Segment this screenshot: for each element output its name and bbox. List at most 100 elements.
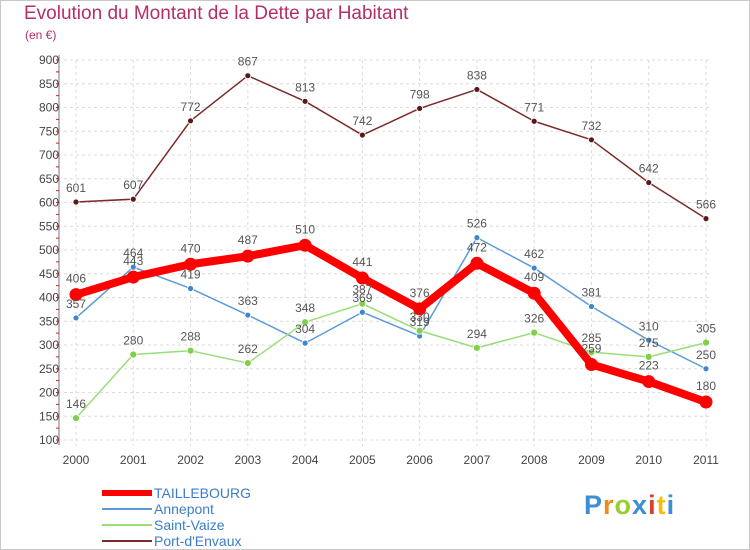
data-label: 472 bbox=[467, 240, 487, 254]
legend-swatch-saint-vaize bbox=[102, 524, 152, 526]
y-tick-label: 700 bbox=[39, 148, 59, 162]
data-label: 304 bbox=[295, 322, 315, 336]
legend-label-taillebourg: TAILLEBOURG bbox=[154, 485, 251, 501]
proxiti-logo: Proxiti bbox=[584, 490, 675, 521]
data-label: 771 bbox=[524, 100, 544, 114]
data-point bbox=[588, 303, 595, 310]
data-point bbox=[301, 318, 309, 327]
x-tick-label: 2005 bbox=[349, 453, 376, 467]
data-point bbox=[72, 198, 80, 206]
data-point bbox=[473, 343, 481, 352]
logo-letter: x bbox=[632, 490, 649, 520]
data-label: 357 bbox=[66, 297, 86, 311]
data-label: 326 bbox=[524, 312, 544, 326]
y-tick-label: 800 bbox=[39, 101, 59, 115]
x-tick-label: 2006 bbox=[406, 453, 433, 467]
data-label: 363 bbox=[238, 294, 258, 308]
logo-letter: r bbox=[603, 490, 615, 520]
data-label: 348 bbox=[295, 301, 315, 315]
x-tick-label: 2001 bbox=[120, 453, 147, 467]
data-point bbox=[72, 414, 80, 423]
data-label: 280 bbox=[123, 334, 143, 348]
data-label: 259 bbox=[581, 341, 601, 355]
data-point bbox=[588, 136, 595, 144]
data-point bbox=[301, 97, 309, 105]
data-point bbox=[72, 314, 80, 322]
data-label: 813 bbox=[295, 80, 315, 94]
x-tick-label: 2007 bbox=[464, 453, 491, 467]
legend-label-annepont: Annepont bbox=[154, 501, 214, 517]
data-point bbox=[301, 339, 309, 347]
data-point bbox=[702, 365, 710, 373]
chart-title: Evolution du Montant de la Dette par Hab… bbox=[24, 3, 409, 24]
data-label: 526 bbox=[467, 217, 487, 231]
data-label: 376 bbox=[410, 286, 430, 300]
data-point bbox=[129, 263, 137, 271]
data-point bbox=[530, 264, 538, 272]
data-point bbox=[644, 352, 653, 361]
series-port-d-envaux bbox=[72, 72, 710, 223]
data-point bbox=[186, 346, 195, 355]
data-point bbox=[241, 249, 255, 263]
data-label: 288 bbox=[181, 330, 201, 344]
data-label: 443 bbox=[123, 254, 143, 268]
data-label: 223 bbox=[639, 359, 659, 373]
data-label: 409 bbox=[524, 270, 544, 284]
data-label: 601 bbox=[66, 181, 86, 195]
data-point bbox=[187, 117, 194, 125]
data-point bbox=[473, 86, 481, 93]
data-point bbox=[645, 336, 653, 344]
series-annepont bbox=[72, 234, 710, 373]
data-point bbox=[358, 299, 367, 308]
series-saint-vaize bbox=[72, 299, 710, 423]
data-label: 464 bbox=[123, 246, 143, 260]
series-taillebourg bbox=[69, 238, 713, 409]
data-label: 798 bbox=[410, 87, 430, 101]
y-tick-label: 200 bbox=[39, 386, 59, 400]
legend-label-saint-vaize: Saint-Vaize bbox=[154, 517, 225, 533]
data-point bbox=[530, 117, 538, 125]
data-label: 441 bbox=[352, 255, 372, 269]
data-label: 607 bbox=[123, 178, 143, 192]
data-point bbox=[642, 375, 656, 389]
data-label: 369 bbox=[352, 291, 372, 305]
data-label: 462 bbox=[524, 247, 544, 261]
x-tick-label: 2011 bbox=[693, 453, 719, 467]
x-tick-label: 2004 bbox=[292, 453, 319, 467]
data-label: 330 bbox=[410, 310, 430, 324]
data-label: 566 bbox=[696, 198, 716, 212]
x-tick-label: 2008 bbox=[521, 453, 548, 467]
data-point bbox=[298, 238, 312, 252]
data-point bbox=[415, 326, 424, 335]
y-tick-label: 850 bbox=[39, 77, 59, 91]
data-point bbox=[243, 359, 252, 367]
logo-letter: o bbox=[614, 490, 633, 520]
data-point bbox=[244, 72, 252, 80]
series-line bbox=[75, 74, 707, 220]
data-point bbox=[645, 179, 653, 186]
x-tick-label: 2002 bbox=[177, 453, 204, 467]
x-tick-label: 2003 bbox=[234, 453, 261, 467]
data-point bbox=[587, 348, 596, 357]
data-point bbox=[358, 131, 366, 139]
data-point bbox=[355, 271, 369, 285]
data-point bbox=[473, 234, 481, 242]
data-point bbox=[126, 270, 140, 284]
data-label: 180 bbox=[696, 379, 716, 393]
data-label: 487 bbox=[238, 233, 258, 247]
data-label: 381 bbox=[581, 286, 601, 300]
data-point bbox=[530, 328, 539, 337]
x-tick-label: 2009 bbox=[578, 453, 605, 467]
data-point bbox=[527, 286, 541, 300]
y-tick-label: 750 bbox=[39, 124, 59, 138]
logo-letter: P bbox=[584, 490, 604, 520]
legend-swatch-port-denvaux bbox=[102, 540, 152, 542]
data-point bbox=[129, 195, 137, 203]
series-line bbox=[72, 241, 710, 406]
data-point bbox=[470, 256, 484, 270]
data-label: 250 bbox=[696, 348, 716, 362]
data-label: 319 bbox=[410, 315, 430, 329]
data-point bbox=[69, 288, 83, 302]
data-label: 772 bbox=[181, 100, 201, 114]
